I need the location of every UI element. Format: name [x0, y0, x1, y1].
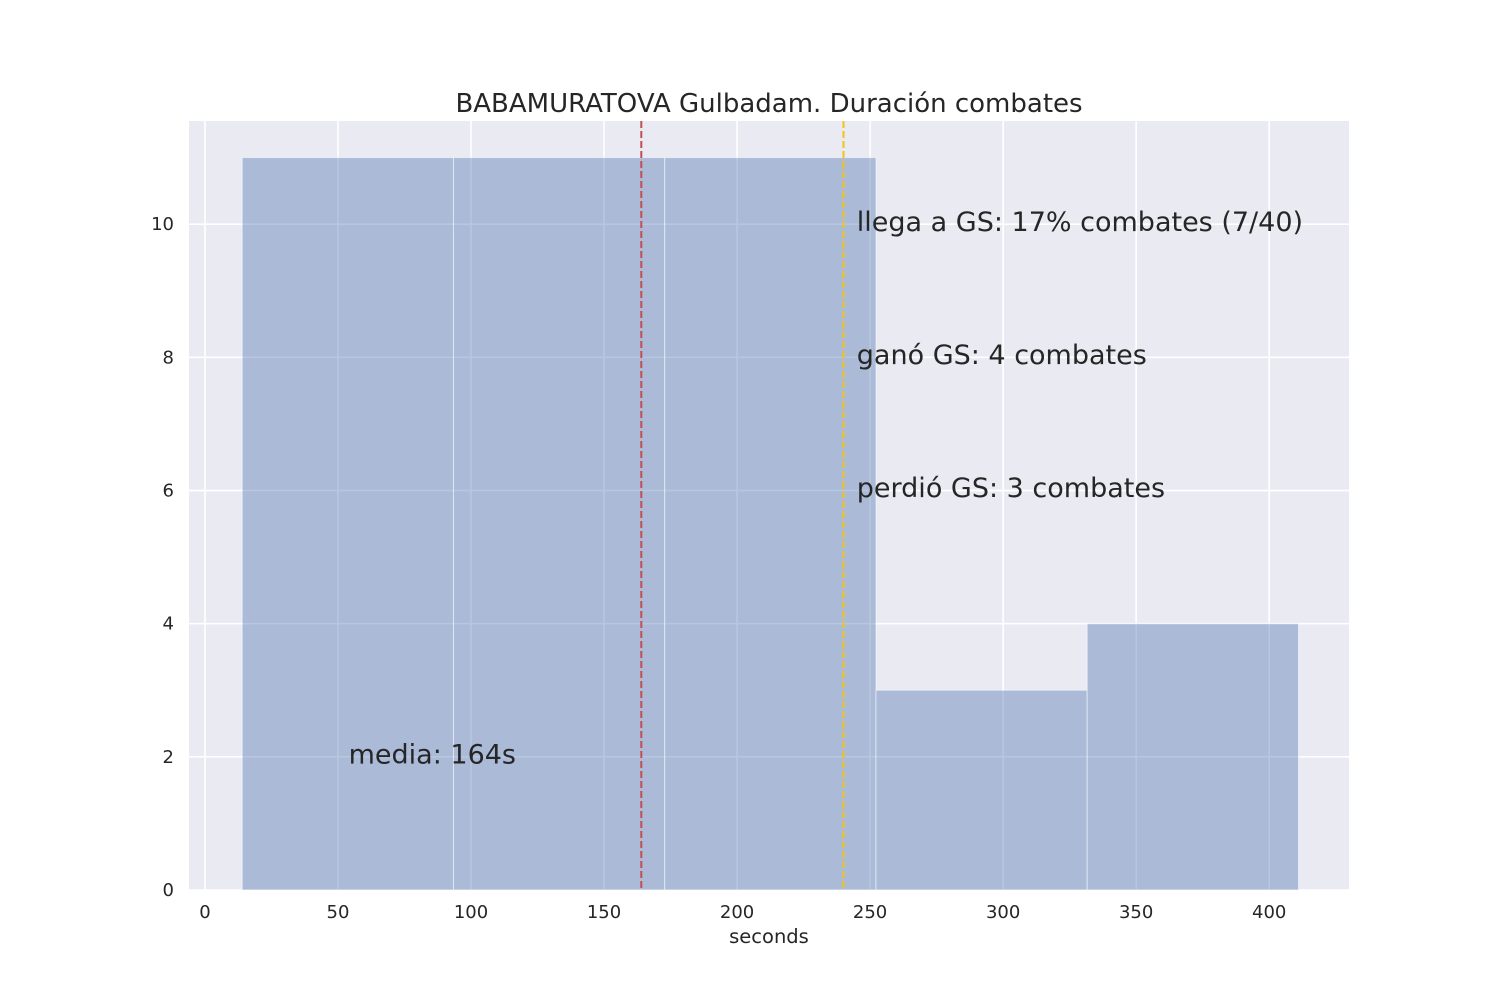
x-tick-label: 150	[587, 902, 621, 923]
histogram-bar	[452, 157, 666, 891]
histogram-bar	[241, 157, 454, 891]
y-tick-label: 2	[163, 747, 174, 768]
annotation-gs-reach: llega a GS: 17% combates (7/40)	[857, 207, 1303, 238]
histogram-bar	[664, 157, 877, 891]
histogram-bar	[875, 689, 1088, 891]
histogram-bars	[241, 157, 1299, 891]
y-tick-label: 4	[163, 614, 174, 635]
y-tick-label: 0	[163, 880, 174, 901]
x-tick-label: 400	[1252, 902, 1286, 923]
x-tick-label: 200	[720, 902, 754, 923]
annotation-gs-won: ganó GS: 4 combates	[857, 340, 1147, 371]
x-tick-label: 350	[1119, 902, 1153, 923]
chart-title: BABAMURATOVA Gulbadam. Duración combates	[455, 89, 1082, 119]
y-tick-label: 10	[151, 214, 174, 235]
y-tick-label: 6	[163, 481, 174, 502]
x-tick-label: 100	[454, 902, 488, 923]
histogram-bar	[1086, 623, 1299, 891]
x-tick-label: 300	[986, 902, 1020, 923]
x-tick-label: 50	[327, 902, 350, 923]
annotation-mean: media: 164s	[349, 739, 516, 770]
plot-background	[189, 121, 1349, 890]
x-axis-ticks: 0 50 100 150 200 250 300 350 400	[199, 902, 1286, 923]
y-axis-ticks: 0 2 4 6 8 10	[151, 214, 174, 901]
annotation-gs-lost: perdió GS: 3 combates	[857, 473, 1165, 504]
y-tick-label: 8	[163, 347, 174, 368]
reference-lines	[640, 121, 845, 890]
x-axis-label: seconds	[729, 925, 809, 948]
x-tick-label: 250	[853, 902, 887, 923]
annotations: media: 164s llega a GS: 17% combates (7/4…	[349, 207, 1303, 771]
x-tick-label: 0	[199, 902, 210, 923]
